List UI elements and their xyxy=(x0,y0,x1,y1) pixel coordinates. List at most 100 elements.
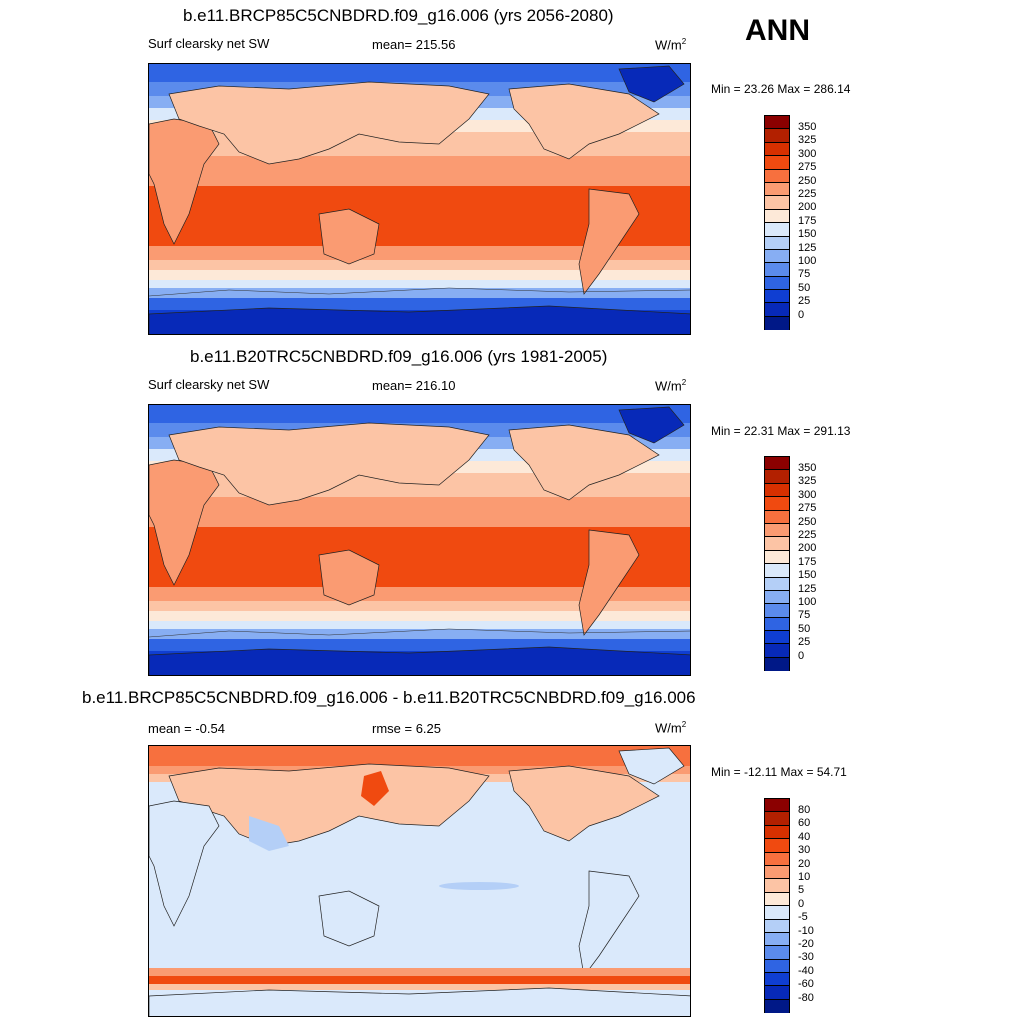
colorbar-label: 75 xyxy=(798,609,811,622)
colorbar-label: -40 xyxy=(798,964,814,977)
panel-3-colorbar xyxy=(764,798,790,1014)
colorbar-label: 200 xyxy=(798,201,817,214)
colorbar-label: -5 xyxy=(798,911,808,924)
colorbar-swatch xyxy=(765,550,789,565)
colorbar-label: 30 xyxy=(798,844,811,857)
colorbar-label: -80 xyxy=(798,991,814,1004)
colorbar-swatch xyxy=(765,276,789,291)
colorbar-swatch xyxy=(765,604,789,618)
colorbar-label: 250 xyxy=(798,515,817,528)
colorbar-label: 350 xyxy=(798,462,817,474)
panel-3-map xyxy=(148,745,691,1017)
colorbar-label: 125 xyxy=(798,582,817,595)
colorbar-swatch xyxy=(765,590,789,605)
colorbar-swatch xyxy=(765,470,789,484)
colorbar-label: 225 xyxy=(798,529,817,541)
panel-2-mean-label: mean= 216.10 xyxy=(372,378,456,393)
colorbar-label: 5 xyxy=(798,884,805,897)
colorbar-swatch xyxy=(765,483,789,498)
colorbar-swatch xyxy=(765,303,789,317)
colorbar-swatch xyxy=(765,316,789,331)
colorbar-swatch xyxy=(765,577,789,591)
colorbar-swatch xyxy=(765,236,789,250)
colorbar-label: 275 xyxy=(798,161,817,174)
panel-1-units: W/m2 xyxy=(655,37,687,53)
colorbar-label: 300 xyxy=(798,147,817,160)
panel-2-variable-label: Surf clearsky net SW xyxy=(148,377,270,392)
colorbar-swatch xyxy=(765,196,789,210)
colorbar-swatch xyxy=(765,644,789,658)
colorbar-label: 10 xyxy=(798,871,811,883)
colorbar-swatch xyxy=(765,142,789,157)
colorbar-swatch xyxy=(765,919,789,933)
colorbar-label: 225 xyxy=(798,188,817,200)
colorbar-label: 25 xyxy=(798,295,811,308)
colorbar-swatch xyxy=(765,986,789,1000)
colorbar-swatch xyxy=(765,537,789,551)
colorbar-swatch xyxy=(765,617,789,632)
panel-2-minmax: Min = 22.31 Max = 291.13 xyxy=(711,424,851,438)
colorbar-swatch xyxy=(765,825,789,840)
colorbar-label: 300 xyxy=(798,488,817,501)
colorbar-label: 0 xyxy=(798,649,805,662)
colorbar-swatch xyxy=(765,564,789,578)
colorbar-label: 20 xyxy=(798,857,811,870)
panel-2-map xyxy=(148,404,691,676)
colorbar-swatch xyxy=(765,906,789,920)
colorbar-swatch xyxy=(765,523,789,538)
colorbar-label: 325 xyxy=(798,134,817,147)
colorbar-swatch xyxy=(765,169,789,183)
panel-2-title: b.e11.B20TRC5CNBDRD.f09_g16.006 (yrs 198… xyxy=(190,347,608,366)
colorbar-swatch xyxy=(765,865,789,880)
colorbar-label: 350 xyxy=(798,121,817,133)
colorbar-swatch xyxy=(765,657,789,672)
colorbar-swatch xyxy=(765,946,789,960)
colorbar-swatch xyxy=(765,129,789,143)
colorbar-label: 50 xyxy=(798,281,811,294)
panel-1-variable-label: Surf clearsky net SW xyxy=(148,36,270,51)
colorbar-label: 275 xyxy=(798,502,817,515)
colorbar-label: 175 xyxy=(798,555,817,568)
panel-1-colorbar xyxy=(764,115,790,331)
colorbar-label: 250 xyxy=(798,174,817,187)
colorbar-swatch xyxy=(765,839,789,853)
colorbar-swatch xyxy=(765,209,789,224)
colorbar-swatch xyxy=(765,959,789,974)
colorbar-swatch xyxy=(765,932,789,947)
colorbar-label: 75 xyxy=(798,268,811,281)
colorbar-label: -20 xyxy=(798,938,814,950)
panel-2-units: W/m2 xyxy=(655,378,687,394)
colorbar-label: 40 xyxy=(798,830,811,843)
colorbar-swatch xyxy=(765,497,789,511)
colorbar-swatch xyxy=(765,999,789,1014)
colorbar-label: 0 xyxy=(798,308,805,321)
panel-1-title: b.e11.BRCP85C5CNBDRD.f09_g16.006 (yrs 20… xyxy=(183,6,614,25)
colorbar-swatch xyxy=(765,879,789,893)
colorbar-swatch xyxy=(765,852,789,866)
season-label: ANN xyxy=(745,14,810,47)
colorbar-label: 60 xyxy=(798,817,811,830)
panel-3-units: W/m2 xyxy=(655,720,687,736)
colorbar-label: 100 xyxy=(798,596,817,608)
colorbar-swatch xyxy=(765,812,789,826)
colorbar-swatch xyxy=(765,799,789,813)
colorbar-label: -30 xyxy=(798,951,814,964)
colorbar-label: 80 xyxy=(798,804,811,816)
panel-1-mean-label: mean= 215.56 xyxy=(372,37,456,52)
colorbar-swatch xyxy=(765,892,789,907)
colorbar-label: 125 xyxy=(798,241,817,254)
colorbar-label: -60 xyxy=(798,978,814,991)
colorbar-label: 325 xyxy=(798,475,817,488)
colorbar-swatch xyxy=(765,457,789,471)
colorbar-label: 200 xyxy=(798,542,817,555)
colorbar-swatch xyxy=(765,249,789,264)
colorbar-label: -10 xyxy=(798,924,814,937)
colorbar-label: 25 xyxy=(798,636,811,649)
colorbar-swatch xyxy=(765,510,789,524)
colorbar-label: 150 xyxy=(798,228,817,241)
panel-3-rmse-label: rmse = 6.25 xyxy=(372,721,442,736)
colorbar-label: 0 xyxy=(798,897,805,910)
panel-2-colorbar xyxy=(764,456,790,672)
colorbar-swatch xyxy=(765,223,789,237)
panel-1-minmax: Min = 23.26 Max = 286.14 xyxy=(711,82,851,96)
